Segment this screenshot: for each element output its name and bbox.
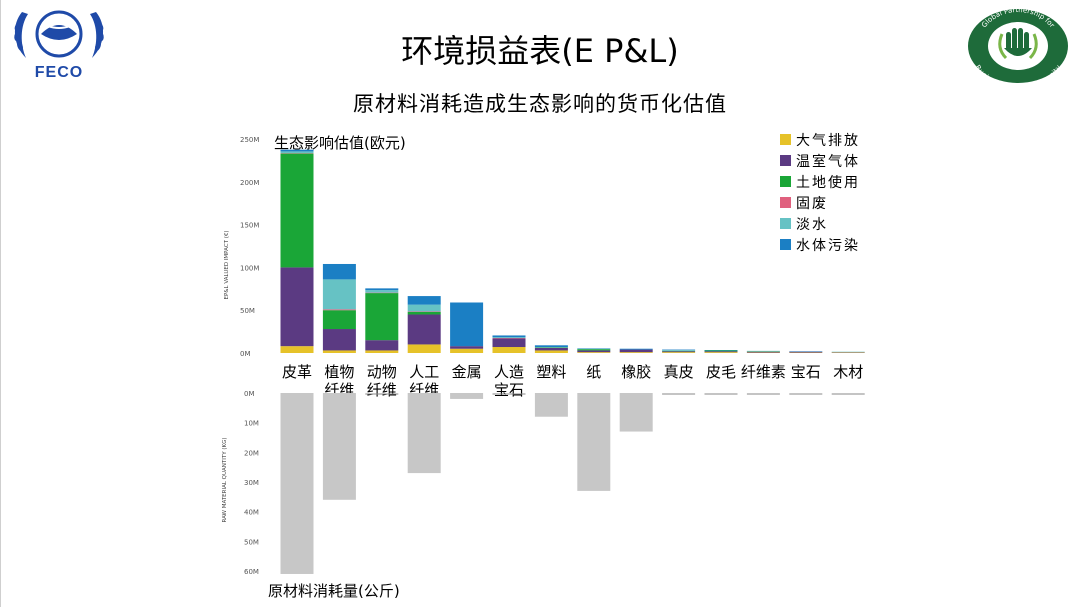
top-y-axis-label: EP&L VALUED IMPACT (€) — [224, 230, 230, 299]
top-bar-segment — [407, 296, 441, 305]
top-bar-segment — [280, 153, 314, 268]
page-subtitle: 原材料消耗造成生态影响的货币化估值 — [353, 92, 727, 116]
legend-swatch — [780, 155, 791, 166]
slide-left-border — [0, 0, 1, 607]
top-y-tick-label: 100M — [240, 264, 259, 272]
top-bar-segment — [365, 340, 399, 351]
top-bar-segment — [365, 290, 399, 293]
top-bar-segment — [577, 352, 611, 353]
top-bar-segment — [534, 345, 568, 348]
top-y-tick-label: 200M — [240, 179, 259, 187]
bottom-chart-title: 原材料消耗量(公斤) — [268, 582, 400, 600]
legend-swatch — [780, 239, 791, 250]
bottom-y-tick-label: 60M — [244, 568, 259, 576]
top-bar-segment — [534, 347, 568, 351]
category-label: 皮毛 — [706, 363, 736, 381]
top-bar-segment — [365, 350, 399, 353]
top-chart-title: 生态影响估值(欧元) — [274, 134, 406, 152]
legend-label: 温室气体 — [796, 153, 860, 170]
top-bar-segment — [280, 346, 314, 353]
top-bar-segment — [450, 302, 484, 347]
bottom-bar — [280, 393, 314, 574]
legend-label: 土地使用 — [796, 174, 860, 191]
top-bar-segment — [492, 347, 526, 353]
top-bar-segment — [450, 348, 484, 353]
top-bar-segment — [492, 338, 526, 348]
legend-label: 固废 — [796, 196, 828, 212]
top-bar-segment — [280, 151, 314, 154]
top-bar-segment — [407, 344, 441, 353]
top-bar-segment — [450, 346, 484, 349]
bottom-y-axis-label: RAW MATERIAL QUANTITY (KG) — [222, 437, 228, 522]
category-label: 纤维素 — [741, 363, 786, 381]
top-bar-segment — [365, 293, 399, 341]
page-title: 环境损益表(E P&L) — [401, 32, 679, 70]
top-bar-segment — [322, 263, 356, 280]
category-label: 橡胶 — [621, 363, 651, 381]
legend-swatch — [780, 134, 791, 145]
top-bar-segment — [492, 337, 526, 339]
top-bar-segment — [662, 352, 696, 353]
top-bar-segment — [407, 311, 441, 315]
legend-label: 淡水 — [796, 217, 828, 233]
feco-logo-text: FECO — [34, 64, 84, 81]
top-bar-segment — [407, 304, 441, 312]
category-label: 宝石 — [791, 363, 821, 381]
bottom-y-tick-label: 50M — [244, 538, 259, 546]
category-label: 纸 — [586, 363, 601, 381]
top-bar-segment — [619, 348, 653, 350]
top-bar-segment — [577, 350, 611, 353]
top-y-tick-label: 250M — [240, 136, 259, 144]
top-y-tick-label: 50M — [240, 307, 255, 315]
bottom-y-tick-label: 0M — [244, 390, 255, 398]
top-bar-segment — [365, 288, 399, 291]
legend-swatch — [780, 197, 791, 208]
bottom-bar — [577, 393, 611, 491]
category-label: 真皮 — [664, 363, 694, 381]
top-bar-segment — [662, 350, 696, 351]
top-bar-segment — [322, 279, 356, 310]
top-bar-segment — [704, 350, 738, 352]
top-bar-segment — [280, 267, 314, 347]
top-y-tick-label: 150M — [240, 222, 259, 230]
top-bar-segment — [280, 149, 314, 152]
top-bar-segment — [322, 309, 356, 311]
top-bar-segment — [704, 352, 738, 353]
top-bar-segment — [322, 310, 356, 330]
bottom-y-tick-label: 40M — [244, 509, 259, 517]
top-bar-segment — [534, 350, 568, 353]
legend-swatch — [780, 218, 791, 229]
feco-logo: FECO — [8, 4, 110, 82]
bottom-y-tick-label: 20M — [244, 449, 259, 457]
bottom-bar — [450, 393, 484, 399]
category-label: 木材 — [833, 363, 863, 381]
top-bar-segment — [619, 352, 653, 353]
top-bar-segment — [407, 314, 441, 345]
bottom-bar — [619, 393, 653, 432]
top-bar-segment — [577, 349, 611, 351]
category-label: 皮革 — [282, 363, 312, 381]
bottom-bar — [407, 393, 441, 474]
top-bar-segment — [492, 335, 526, 338]
legend-swatch — [780, 176, 791, 187]
top-y-tick-label: 0M — [240, 350, 251, 358]
category-label: 金属 — [452, 363, 482, 381]
legend-label: 大气排放 — [796, 133, 860, 149]
bottom-bar — [534, 393, 568, 417]
top-bar-segment — [619, 349, 653, 353]
feco-emblem-icon — [14, 10, 104, 58]
top-bar-segment — [746, 351, 780, 353]
category-label: 塑料 — [536, 363, 566, 381]
bottom-y-tick-label: 30M — [244, 479, 259, 487]
top-bar-segment — [789, 351, 823, 353]
bottom-y-tick-label: 10M — [244, 420, 259, 428]
top-bar-segment — [322, 350, 356, 353]
bottom-bar — [322, 393, 356, 500]
top-bar-segment — [704, 351, 738, 353]
top-bar-segment — [322, 329, 356, 351]
top-bar-segment — [662, 351, 696, 353]
legend-label: 水体污染 — [796, 238, 860, 254]
